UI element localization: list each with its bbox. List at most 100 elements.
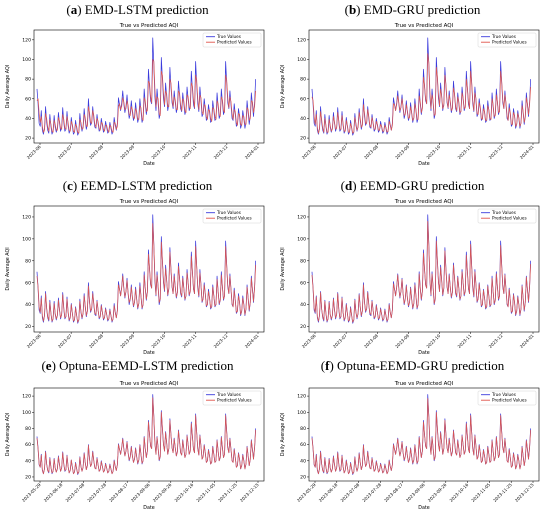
x-axis-label: Date bbox=[418, 161, 430, 167]
x-tick-label: 2023-11 bbox=[182, 333, 198, 349]
x-tick-label: 2024-01 bbox=[519, 333, 535, 349]
legend-box bbox=[202, 390, 262, 406]
panel-paren: ( bbox=[340, 178, 345, 193]
series-true-values-line bbox=[36, 37, 257, 136]
series-predicted-values-line bbox=[311, 220, 532, 323]
panel-title: (d) EEMD-GRU prediction bbox=[275, 178, 550, 194]
panel-letter: b bbox=[348, 2, 357, 17]
y-axis-label: Daily Average AQI bbox=[5, 65, 11, 108]
x-tick-label: 2023-07-08 bbox=[65, 482, 86, 503]
x-tick-label: 2023-07-08 bbox=[340, 482, 361, 503]
chart-a: True vs Predicted AQI 20 40 60 80 100 120 2023-… bbox=[5, 23, 265, 167]
panel-label: EMD-LSTM prediction bbox=[84, 2, 209, 17]
panel-letter: f bbox=[325, 358, 330, 373]
x-tick-label: 2023-07-28 bbox=[86, 482, 107, 503]
x-tick-label: 2023-08 bbox=[88, 144, 104, 160]
x-axis-label: Date bbox=[143, 505, 155, 511]
panel-paren: ) bbox=[356, 2, 364, 17]
x-tick-label: 2023-11-25 bbox=[492, 482, 513, 503]
y-tick-label: 20 bbox=[25, 324, 31, 330]
x-tick-label: 2023-09-06 bbox=[405, 482, 426, 503]
x-tick-label: 2023-10 bbox=[425, 333, 441, 349]
x-tick-label: 2023-06 bbox=[301, 144, 317, 160]
panel-label: Optuna-EEMD-GRU prediction bbox=[337, 358, 505, 373]
y-tick-label: 80 bbox=[300, 426, 306, 432]
chart-title: True vs Predicted AQI bbox=[394, 199, 454, 205]
panel-title: (a) EMD-LSTM prediction bbox=[0, 2, 275, 18]
x-tick-label: 2023-08-17 bbox=[108, 482, 129, 503]
series-predicted-values-line bbox=[311, 398, 532, 475]
y-tick-label: 80 bbox=[25, 426, 31, 432]
y-tick-label: 120 bbox=[297, 215, 306, 221]
series-true-values-line bbox=[311, 37, 532, 136]
legend-label: Predicted Values bbox=[217, 398, 252, 403]
chart-e: True vs Predicted AQI 20 40 60 80 100 120 2023-… bbox=[5, 381, 265, 511]
panel-title: (c) EEMD-LSTM prediction bbox=[0, 178, 275, 194]
panel-paren: ) bbox=[329, 358, 338, 373]
x-tick-label: 2023-11 bbox=[457, 333, 473, 349]
y-tick-label: 20 bbox=[25, 475, 31, 481]
series-true-values-line bbox=[311, 394, 532, 475]
y-tick-label: 80 bbox=[25, 258, 31, 264]
series-true-values-line bbox=[36, 214, 257, 324]
x-tick-label: 2023-11 bbox=[182, 144, 198, 160]
panel-paren: ) bbox=[77, 2, 85, 17]
y-axis-label: Daily Average AQI bbox=[280, 413, 286, 456]
series-predicted-values-line bbox=[36, 59, 257, 134]
x-tick-label: 2023-07 bbox=[332, 333, 348, 349]
legend-label: True Values bbox=[216, 210, 241, 215]
panel-label: EEMD-GRU prediction bbox=[359, 178, 485, 193]
series-predicted-values-line bbox=[311, 53, 532, 134]
chart-f: True vs Predicted AQI 20 40 60 80 100 120 2023-… bbox=[280, 381, 540, 511]
y-tick-label: 80 bbox=[300, 258, 306, 264]
panel-paren: ) bbox=[352, 178, 360, 193]
legend-label: Predicted Values bbox=[492, 40, 527, 45]
y-tick-label: 40 bbox=[25, 116, 31, 122]
panel-letter: d bbox=[344, 178, 353, 193]
x-tick-label: 2023-12 bbox=[213, 333, 229, 349]
y-axis-label: Daily Average AQI bbox=[5, 413, 11, 456]
y-tick-label: 100 bbox=[297, 236, 306, 242]
x-tick-label: 2023-10 bbox=[150, 144, 166, 160]
x-tick-label: 2023-06 bbox=[26, 333, 42, 349]
x-tick-label: 2023-12 bbox=[488, 333, 504, 349]
x-tick-label: 2023-05-29 bbox=[21, 482, 42, 503]
x-tick-label: 2023-10-16 bbox=[449, 482, 470, 503]
y-tick-label: 40 bbox=[25, 458, 31, 464]
y-tick-label: 60 bbox=[300, 96, 306, 102]
y-tick-label: 60 bbox=[25, 442, 31, 448]
plot-frame bbox=[33, 205, 265, 333]
y-axis-label: Daily Average AQI bbox=[280, 247, 286, 290]
series-true-values-line bbox=[36, 394, 257, 475]
x-tick-label: 2023-07 bbox=[57, 144, 73, 160]
y-tick-label: 60 bbox=[300, 280, 306, 286]
y-tick-label: 100 bbox=[22, 236, 31, 242]
series-predicted-values-line bbox=[36, 397, 257, 475]
plot-frame bbox=[308, 205, 540, 333]
y-axis-label: Daily Average AQI bbox=[280, 65, 286, 108]
panel-paren: ( bbox=[320, 358, 326, 373]
y-tick-label: 120 bbox=[22, 37, 31, 43]
x-tick-label: 2023-06-18 bbox=[43, 482, 64, 503]
y-tick-label: 120 bbox=[22, 394, 31, 400]
x-axis-label: Date bbox=[418, 350, 430, 356]
chart-title: True vs Predicted AQI bbox=[394, 23, 454, 29]
series-predicted-values-line bbox=[36, 223, 257, 323]
panel-title: (f) Optuna-EEMD-GRU prediction bbox=[275, 358, 550, 374]
x-tick-label: 2023-12 bbox=[488, 144, 504, 160]
legend-box bbox=[202, 208, 262, 224]
chart-c: True vs Predicted AQI 20 40 60 80 100 120 2023-… bbox=[5, 199, 265, 356]
x-axis-label: Date bbox=[143, 161, 155, 167]
panel-letter: e bbox=[45, 358, 52, 373]
y-tick-label: 100 bbox=[22, 57, 31, 63]
legend-box bbox=[477, 32, 537, 48]
legend-label: Predicted Values bbox=[217, 216, 252, 221]
chart-title: True vs Predicted AQI bbox=[394, 381, 454, 387]
panel-title: (e) Optuna-EEMD-LSTM prediction bbox=[0, 358, 275, 374]
x-tick-label: 2023-08 bbox=[363, 144, 379, 160]
chart-d: True vs Predicted AQI 20 40 60 80 100 120 2023-… bbox=[280, 199, 540, 356]
x-tick-label: 2023-09-26 bbox=[152, 482, 173, 503]
x-tick-label: 2023-08-17 bbox=[383, 482, 404, 503]
panel-paren: ) bbox=[51, 358, 60, 373]
x-tick-label: 2023-11-05 bbox=[195, 482, 216, 503]
